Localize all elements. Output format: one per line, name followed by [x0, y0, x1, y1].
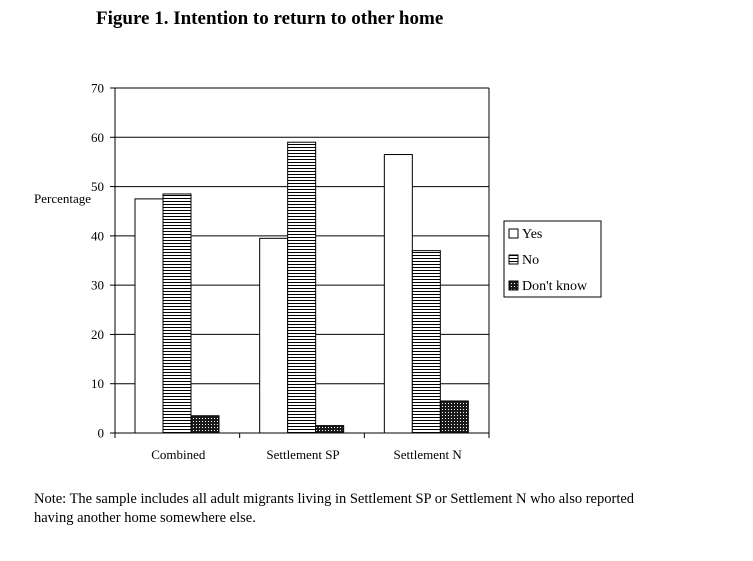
- legend-label: Yes: [522, 227, 542, 242]
- bar-don-t-know-1: [315, 425, 345, 434]
- bar-no-0: [162, 193, 192, 434]
- legend-label: Don't know: [522, 279, 588, 294]
- bar-yes-0: [134, 198, 164, 434]
- x-tick-label: Settlement N: [394, 447, 463, 462]
- y-tick-label: 60: [91, 130, 104, 145]
- bar-don-t-know-2: [439, 400, 469, 434]
- bar-don-t-know-0: [190, 415, 220, 434]
- footnote: Note: The sample includes all adult migr…: [34, 490, 734, 528]
- bar-yes-2: [383, 154, 413, 434]
- legend-swatch-don-t-know: [508, 280, 519, 291]
- y-tick-label: 70: [91, 81, 104, 96]
- y-tick-label: 30: [91, 278, 104, 293]
- legend-swatch-no: [508, 254, 519, 265]
- bar-yes-1: [259, 237, 289, 434]
- x-tick-label: Settlement SP: [266, 447, 339, 462]
- y-tick-label: 50: [91, 179, 104, 194]
- x-tick-label: Combined: [151, 447, 206, 462]
- footnote-line-1: Note: The sample includes all adult migr…: [34, 491, 635, 507]
- y-axis-label: Percentage: [34, 191, 91, 206]
- bar-no-1: [287, 141, 317, 434]
- y-tick-label: 10: [91, 376, 104, 391]
- y-tick-label: 0: [98, 426, 105, 441]
- legend-box: [503, 220, 602, 298]
- y-tick-label: 20: [91, 327, 104, 342]
- legend-label: No: [522, 253, 539, 268]
- y-tick-label: 40: [91, 228, 104, 243]
- footnote-line-2: having another home somewhere else.: [34, 510, 256, 526]
- legend-swatch-yes: [508, 228, 519, 239]
- chart-title: Figure 1. Intention to return to other h…: [96, 8, 444, 29]
- bar-no-2: [411, 250, 441, 434]
